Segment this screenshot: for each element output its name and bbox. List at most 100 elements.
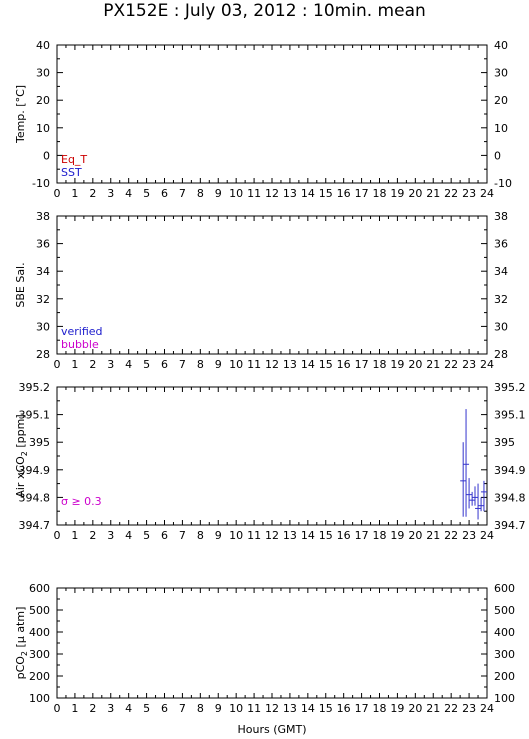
x-tick-label: 3 [107,187,114,200]
x-tick-label: 2 [89,187,96,200]
x-tick-label: 2 [89,358,96,371]
x-tick-label: 14 [301,529,315,542]
x-tick-label: 13 [283,187,297,200]
x-tick-label: 3 [107,702,114,715]
x-tick-label: 13 [283,702,297,715]
legend-sst: SST [61,166,82,179]
x-tick-label: 16 [337,529,351,542]
y-tick-label-left: 395.2 [19,381,51,394]
x-tick-label: 7 [179,187,186,200]
y-tick-label-left: 30 [36,67,50,80]
y-tick-label-right: 394.9 [494,464,526,477]
y-tick-label-right: 395.2 [494,381,526,394]
x-tick-label: 19 [390,187,404,200]
x-tick-label: 22 [444,702,458,715]
y-tick-label-left: 600 [29,582,50,595]
x-tick-label: 17 [355,529,369,542]
x-tick-label: 5 [143,358,150,371]
x-axis-label: Hours (GMT) [237,723,306,736]
x-tick-label: 1 [71,702,78,715]
y-tick-label-left: 394.7 [19,519,51,532]
x-tick-label: 19 [390,358,404,371]
y-tick-label-right: 395 [494,436,515,449]
x-tick-label: 5 [143,529,150,542]
x-tick-label: 6 [161,529,168,542]
y-tick-label-right: 30 [494,320,508,333]
x-tick-label: 4 [125,358,132,371]
x-tick-label: 24 [480,702,494,715]
x-tick-label: 6 [161,358,168,371]
plot-frame-0 [56,44,488,184]
x-tick-label: 20 [408,187,422,200]
x-tick-label: 18 [373,187,387,200]
x-tick-label: 0 [54,529,61,542]
plot-frame-2 [56,386,488,526]
x-tick-label: 10 [229,702,243,715]
legend-bubble: bubble [61,338,99,351]
x-tick-label: 6 [161,187,168,200]
x-tick-label: 17 [355,702,369,715]
x-tick-label: 1 [71,358,78,371]
y-tick-label-right: 394.8 [494,491,526,504]
y-tick-label-left: 40 [36,39,50,52]
y-tick-label-left: 36 [36,238,50,251]
plot-frame-3 [56,587,488,699]
x-tick-label: 1 [71,187,78,200]
y-axis-label: pCO2 [µ atm] [14,607,29,680]
plot-frame-1 [56,215,488,355]
y-tick-label-right: 32 [494,293,508,306]
x-tick-label: 10 [229,187,243,200]
y-tick-label-left: 30 [36,320,50,333]
x-tick-label: 8 [197,529,204,542]
x-tick-label: 2 [89,529,96,542]
y-tick-label-left: 32 [36,293,50,306]
x-tick-label: 10 [229,529,243,542]
y-tick-label-left: 500 [29,604,50,617]
x-tick-label: 20 [408,529,422,542]
x-tick-label: 12 [265,529,279,542]
x-tick-label: 11 [247,702,261,715]
sigma-annotation: σ ≥ 0.3 [61,495,102,508]
y-tick-label-right: 300 [494,648,515,661]
x-tick-label: 17 [355,358,369,371]
y-tick-label-right: 394.7 [494,519,526,532]
x-tick-label: 12 [265,187,279,200]
x-tick-label: 11 [247,529,261,542]
y-tick-label-right: 395.1 [494,409,526,422]
y-tick-label-right: 400 [494,626,515,639]
x-tick-label: 24 [480,529,494,542]
x-tick-label: 19 [390,529,404,542]
x-tick-label: 6 [161,702,168,715]
y-tick-label-left: 100 [29,692,50,705]
legend-verified: verified [61,325,103,338]
x-tick-label: 22 [444,529,458,542]
x-tick-label: 5 [143,702,150,715]
y-tick-label-left: 395.1 [19,409,51,422]
y-tick-label-right: 40 [494,39,508,52]
y-tick-label-right: 100 [494,692,515,705]
x-tick-label: 23 [462,187,476,200]
x-tick-label: 21 [426,529,440,542]
x-tick-label: 15 [319,358,333,371]
x-tick-label: 11 [247,187,261,200]
x-tick-label: 9 [215,358,222,371]
x-tick-label: 16 [337,358,351,371]
x-tick-label: 4 [125,702,132,715]
x-tick-label: 0 [54,358,61,371]
x-tick-label: 18 [373,702,387,715]
y-axis-label: SBE Sal. [14,262,27,307]
x-tick-label: 24 [480,187,494,200]
x-tick-label: 10 [229,358,243,371]
x-tick-label: 2 [89,702,96,715]
x-tick-label: 3 [107,358,114,371]
x-tick-label: 15 [319,529,333,542]
y-tick-label-left: 20 [36,94,50,107]
y-tick-label-left: 0 [43,149,50,162]
y-tick-label-right: 600 [494,582,515,595]
y-tick-label-right: 200 [494,670,515,683]
x-tick-label: 17 [355,187,369,200]
x-tick-label: 18 [373,358,387,371]
x-tick-label: 12 [265,702,279,715]
x-tick-label: 7 [179,358,186,371]
x-tick-label: 9 [215,187,222,200]
